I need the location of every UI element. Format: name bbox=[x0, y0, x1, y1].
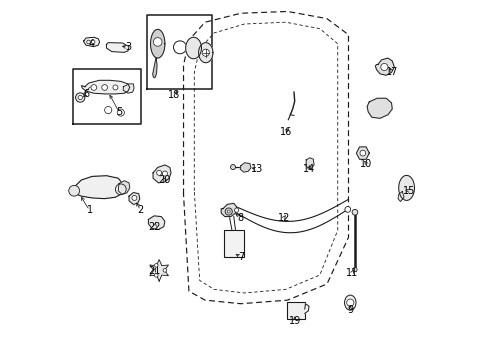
Polygon shape bbox=[152, 58, 157, 78]
Polygon shape bbox=[150, 30, 164, 58]
Polygon shape bbox=[356, 147, 368, 159]
Text: 1: 1 bbox=[86, 206, 92, 216]
Text: 21: 21 bbox=[148, 266, 160, 276]
Polygon shape bbox=[198, 42, 212, 63]
Circle shape bbox=[69, 185, 80, 196]
Circle shape bbox=[153, 38, 162, 46]
FancyBboxPatch shape bbox=[286, 302, 304, 319]
Polygon shape bbox=[304, 304, 308, 314]
Text: 19: 19 bbox=[288, 316, 300, 325]
Text: 17: 17 bbox=[385, 67, 398, 77]
Circle shape bbox=[230, 165, 235, 170]
Circle shape bbox=[344, 207, 350, 212]
Text: 12: 12 bbox=[277, 213, 289, 222]
Text: 22: 22 bbox=[148, 222, 161, 231]
Circle shape bbox=[227, 210, 230, 213]
Circle shape bbox=[380, 63, 387, 71]
Circle shape bbox=[202, 49, 209, 56]
Text: 3: 3 bbox=[124, 42, 131, 52]
Text: 20: 20 bbox=[159, 175, 171, 185]
Text: 18: 18 bbox=[168, 90, 181, 100]
Circle shape bbox=[104, 107, 112, 114]
Circle shape bbox=[234, 208, 238, 212]
Circle shape bbox=[102, 85, 107, 90]
Polygon shape bbox=[305, 158, 313, 169]
Circle shape bbox=[156, 170, 162, 175]
Text: 9: 9 bbox=[346, 305, 353, 315]
Polygon shape bbox=[148, 216, 164, 229]
Text: 6: 6 bbox=[83, 89, 89, 99]
Polygon shape bbox=[123, 84, 134, 93]
Circle shape bbox=[86, 40, 90, 44]
Text: 2: 2 bbox=[137, 206, 143, 216]
Circle shape bbox=[91, 40, 95, 44]
Polygon shape bbox=[397, 192, 403, 202]
Circle shape bbox=[351, 210, 357, 215]
Circle shape bbox=[224, 208, 232, 215]
Circle shape bbox=[154, 274, 158, 277]
Text: 14: 14 bbox=[302, 164, 315, 174]
Text: 10: 10 bbox=[360, 159, 372, 169]
Polygon shape bbox=[81, 80, 129, 94]
Polygon shape bbox=[153, 165, 171, 183]
Polygon shape bbox=[375, 58, 394, 75]
Circle shape bbox=[162, 171, 167, 176]
Ellipse shape bbox=[344, 295, 355, 310]
Circle shape bbox=[163, 269, 166, 272]
Text: 8: 8 bbox=[237, 213, 244, 222]
Polygon shape bbox=[106, 42, 129, 52]
Polygon shape bbox=[129, 193, 140, 204]
Circle shape bbox=[115, 184, 126, 195]
Circle shape bbox=[346, 299, 353, 306]
Circle shape bbox=[117, 109, 124, 116]
Text: 16: 16 bbox=[279, 127, 291, 136]
FancyBboxPatch shape bbox=[224, 230, 244, 257]
Text: 4: 4 bbox=[89, 39, 95, 49]
Circle shape bbox=[113, 85, 118, 90]
Circle shape bbox=[359, 150, 365, 156]
Polygon shape bbox=[70, 176, 123, 199]
Polygon shape bbox=[221, 203, 236, 217]
Text: 5: 5 bbox=[116, 107, 122, 117]
Polygon shape bbox=[149, 260, 168, 281]
Polygon shape bbox=[240, 163, 250, 172]
Circle shape bbox=[154, 264, 158, 267]
Circle shape bbox=[173, 41, 186, 54]
Text: 11: 11 bbox=[345, 268, 358, 278]
Circle shape bbox=[91, 85, 97, 90]
Polygon shape bbox=[118, 181, 129, 194]
Circle shape bbox=[76, 93, 85, 102]
Polygon shape bbox=[366, 98, 391, 118]
Circle shape bbox=[78, 95, 82, 100]
Text: 15: 15 bbox=[403, 186, 415, 196]
Text: 13: 13 bbox=[250, 164, 263, 174]
Polygon shape bbox=[185, 37, 201, 59]
Circle shape bbox=[352, 267, 356, 272]
Text: 7: 7 bbox=[237, 252, 244, 262]
Polygon shape bbox=[398, 175, 414, 201]
Polygon shape bbox=[83, 37, 100, 46]
Circle shape bbox=[132, 195, 137, 201]
